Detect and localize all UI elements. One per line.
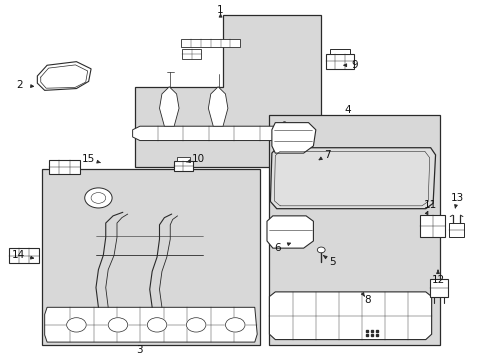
Bar xyxy=(176,157,190,161)
Polygon shape xyxy=(270,292,432,339)
Bar xyxy=(42,169,260,345)
Polygon shape xyxy=(270,148,436,209)
Text: 15: 15 xyxy=(82,154,95,164)
Polygon shape xyxy=(267,216,314,248)
Text: 13: 13 xyxy=(451,193,464,203)
Text: 7: 7 xyxy=(324,150,330,160)
Circle shape xyxy=(91,193,106,203)
Text: 12: 12 xyxy=(431,275,444,285)
Polygon shape xyxy=(159,87,179,126)
Text: 4: 4 xyxy=(344,105,351,115)
Circle shape xyxy=(147,318,167,332)
Text: 2: 2 xyxy=(16,80,23,90)
Bar xyxy=(9,248,39,263)
Text: 10: 10 xyxy=(192,154,205,164)
Bar xyxy=(420,215,445,237)
Text: 3: 3 xyxy=(137,345,143,355)
Circle shape xyxy=(225,318,245,332)
Text: 1: 1 xyxy=(217,5,224,15)
Text: 9: 9 xyxy=(352,60,358,70)
Bar xyxy=(182,49,201,59)
Bar xyxy=(330,49,350,54)
Polygon shape xyxy=(272,123,316,153)
Bar xyxy=(181,40,240,47)
Bar xyxy=(174,161,193,171)
Polygon shape xyxy=(45,307,257,342)
Text: 11: 11 xyxy=(424,200,437,210)
Bar xyxy=(449,223,464,237)
Text: 6: 6 xyxy=(274,243,281,253)
Circle shape xyxy=(108,318,128,332)
Polygon shape xyxy=(133,126,314,140)
Circle shape xyxy=(186,318,206,332)
Text: 5: 5 xyxy=(330,257,336,267)
Text: 8: 8 xyxy=(364,295,370,305)
Bar xyxy=(49,160,80,174)
Bar xyxy=(326,54,354,69)
Polygon shape xyxy=(135,15,321,167)
Circle shape xyxy=(85,188,112,208)
Circle shape xyxy=(318,247,325,253)
Polygon shape xyxy=(37,62,91,90)
Bar xyxy=(430,279,448,297)
Text: 14: 14 xyxy=(12,250,25,260)
Polygon shape xyxy=(208,87,228,126)
Circle shape xyxy=(67,318,86,332)
Bar xyxy=(270,116,441,345)
